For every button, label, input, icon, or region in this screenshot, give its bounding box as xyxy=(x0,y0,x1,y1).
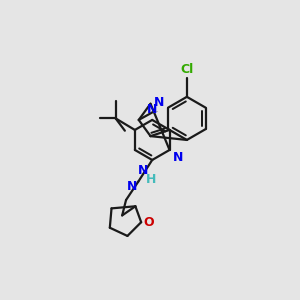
Text: N: N xyxy=(172,151,183,164)
Text: Cl: Cl xyxy=(180,63,194,76)
Text: N: N xyxy=(147,103,158,116)
Text: methyl: methyl xyxy=(154,111,159,112)
Text: N: N xyxy=(154,96,164,109)
Text: H: H xyxy=(146,173,156,186)
Text: N: N xyxy=(127,180,138,193)
Text: N: N xyxy=(138,164,148,177)
Text: O: O xyxy=(143,216,154,229)
